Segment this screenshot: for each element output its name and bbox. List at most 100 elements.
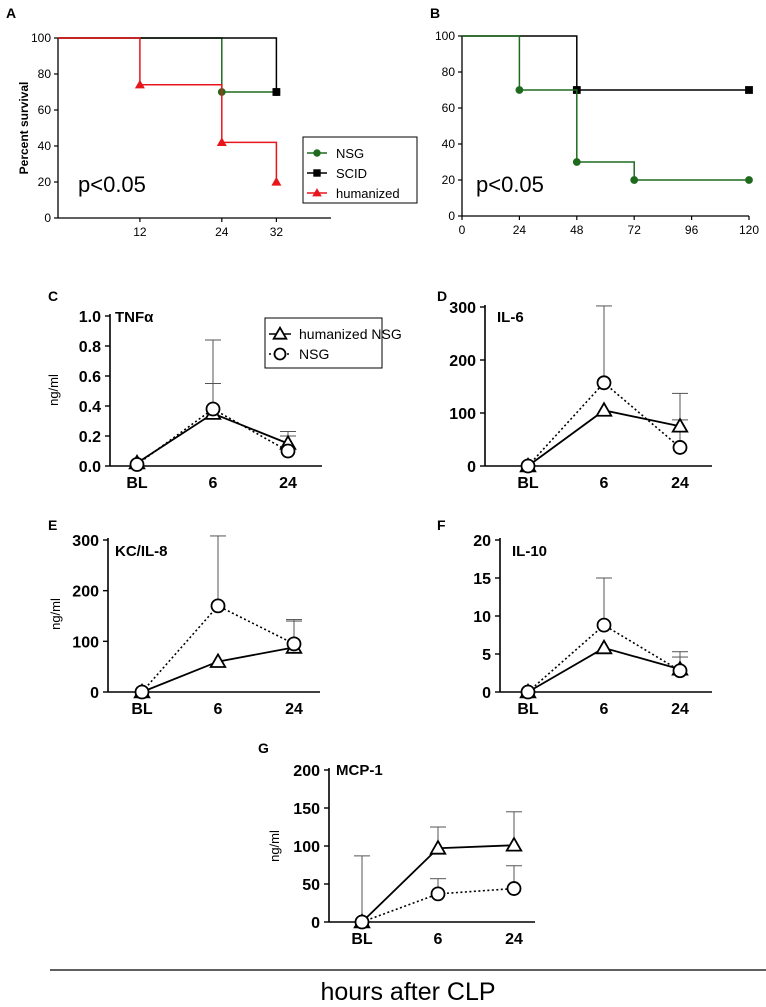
legend-marker [313,169,321,177]
survival-point [271,176,282,186]
y-tick-label: 100 [72,634,99,651]
data-point [595,401,613,417]
x-tick-label: 96 [685,223,699,237]
survival-point [572,158,581,166]
x-tick-label: 48 [570,223,584,237]
panel-letter: D [437,288,447,304]
y-tick-label: 1.0 [79,309,101,326]
y-tick-label: 15 [473,571,491,588]
panel-title: IL-6 [497,309,524,326]
legend-label: SCID [336,166,367,181]
data-point [520,684,536,700]
y-tick-label: 20 [442,173,456,187]
data-point [210,598,226,614]
panel-g: G 0 50 100 150 200 BL 6 24 MCP-1 ng/ml [258,740,535,948]
survival-point [272,88,281,96]
data-point [596,617,612,633]
series-line-nsg [141,604,295,693]
y-tick-label: 200 [72,584,99,601]
y-tick-label: 0 [482,685,491,702]
legend-label: humanized [336,186,400,201]
legend-marker [273,347,287,361]
x-tick-label: 32 [270,225,284,239]
y-tick-label: 10 [473,609,491,626]
x-tick-label: 24 [285,701,303,718]
x-tick-label: 6 [214,701,223,718]
y-tick-label: 60 [38,103,52,117]
data-point [286,636,302,652]
panel-title: TNFα [115,309,154,326]
x-tick-label: 24 [671,701,689,718]
series-line-nsg [527,381,681,467]
legend-box [302,136,418,204]
data-point [280,443,296,459]
legend-label: NSG [336,146,364,161]
panel-a: A 0 20 40 60 80 100 12 24 32 Percent survival p<0.0… [6,5,418,239]
x-tick-label: BL [126,475,148,492]
panel-f: F 0 5 10 15 20 BL 6 24 IL-10 [437,517,712,718]
x-tick-label: 24 [215,225,229,239]
footer-label: hours after CLP [320,978,495,1006]
y-tick-label: 20 [473,533,491,550]
x-tick-label: 24 [279,475,297,492]
survival-point [134,79,145,89]
x-tick-label: 6 [209,475,218,492]
x-tick-label: BL [517,701,539,718]
survival-point [630,176,639,184]
y-tick-label: 200 [293,763,320,780]
y-axis-label: Percent survival [17,82,31,175]
survival-point [515,86,524,94]
panel-letter: E [48,517,57,533]
series-line-humanized-nsg [527,646,681,693]
data-point [129,457,145,472]
y-tick-label: 0 [467,459,476,476]
x-tick-label: 6 [600,475,609,492]
y-tick-label: 50 [302,877,320,894]
p-value-annotation: p<0.05 [78,172,146,197]
y-tick-label: 150 [293,801,320,818]
y-tick-label: 80 [38,67,52,81]
panel-title: KC/IL-8 [115,543,168,560]
panel-letter: A [6,5,16,21]
legend-marker [272,325,288,340]
x-tick-label: 24 [513,223,527,237]
panel-e: E 0 100 200 300 BL 6 24 KC/IL-8 ng/ml [48,517,320,718]
panel-letter: B [430,5,440,21]
survival-point [216,137,227,146]
x-tick-label: BL [517,475,539,492]
survival-point [745,176,753,184]
data-point [672,440,688,455]
series-line-nsg [527,624,681,693]
data-point [205,401,221,417]
data-point [209,652,227,668]
x-tick-label: 6 [434,931,443,948]
panel-letter: C [48,288,58,304]
y-axis-label: ng/ml [267,830,282,862]
y-tick-label: 100 [449,406,476,423]
y-tick-label: 40 [442,137,456,151]
y-tick-label: 20 [38,175,52,189]
data-point [134,684,150,700]
y-tick-label: 5 [482,647,491,664]
x-tick-label: 120 [739,223,759,237]
survival-line-nsg [58,37,277,93]
data-point [430,886,446,902]
x-tick-label: BL [131,701,153,718]
y-tick-label: 0.6 [79,369,101,386]
survival-line-scid [462,35,749,91]
y-tick-label: 0.8 [79,339,101,356]
data-point [520,458,536,474]
y-tick-label: 0 [44,211,51,225]
x-tick-label: 12 [133,225,147,239]
data-point [672,663,688,679]
panel-title: IL-10 [512,543,547,560]
survival-line-scid [58,37,278,92]
x-tick-label: 6 [600,701,609,718]
y-tick-label: 300 [449,300,476,317]
y-tick-label: 100 [31,31,51,45]
survival-line-nsg [462,35,749,181]
x-tick-label: 72 [628,223,642,237]
panel-title: MCP-1 [336,762,383,779]
survival-line-humanized [58,37,278,182]
